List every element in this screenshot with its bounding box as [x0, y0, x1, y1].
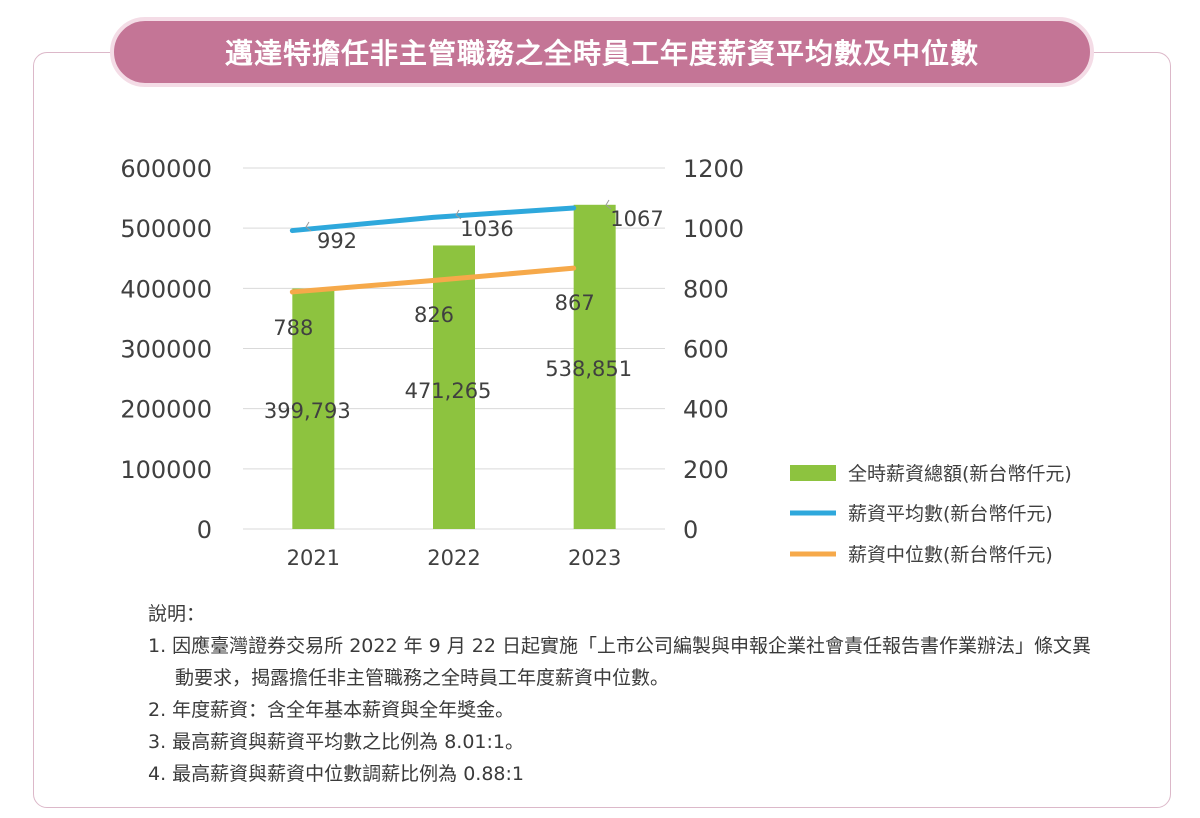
salary-chart: 0 100000 200000 300000 400000 500000 600000 0 20…	[120, 155, 1072, 570]
average-data-label: 992	[317, 229, 357, 253]
right-axis-tick-label: 800	[683, 275, 729, 303]
notes-section: 說明： 1. 因應臺灣證券交易所 2022 年 9 月 22 日起實施「上市公司…	[148, 598, 1095, 790]
left-axis-tick-label: 300000	[120, 336, 212, 364]
median-data-label: 826	[414, 303, 454, 327]
bar-salary-total	[433, 245, 475, 529]
right-axis-tick-label: 0	[683, 516, 698, 544]
average-data-label: 1036	[460, 217, 513, 241]
note-item-2: 2. 年度薪資：含全年基本薪資與全年獎金。	[148, 699, 515, 721]
right-axis-tick-label: 1000	[683, 215, 744, 243]
bar-salary-total	[292, 288, 335, 529]
left-axis-tick-label: 500000	[120, 215, 212, 243]
label-leader-line	[305, 221, 312, 232]
legend-item-salary-average-label: 薪資平均數(新台幣仟元)	[848, 503, 1053, 525]
average-data-label: 1067	[610, 207, 663, 231]
left-axis-tick-label: 0	[197, 516, 212, 544]
note-item-1: 1. 因應臺灣證券交易所 2022 年 9 月 22 日起實施「上市公司編製與申…	[148, 635, 1092, 689]
median-data-label: 788	[273, 316, 313, 340]
page-title: 邁達特擔任非主管職務之全時員工年度薪資平均數及中位數	[110, 17, 1094, 87]
legend-item-salary-median-label: 薪資中位數(新台幣仟元)	[848, 544, 1053, 566]
legend-item-salary-total-label: 全時薪資總額(新台幣仟元)	[848, 463, 1072, 485]
right-axis-tick-label: 600	[683, 336, 729, 364]
bar-data-label: 538,851	[545, 357, 632, 381]
median-data-label: 867	[555, 291, 595, 315]
right-axis-tick-label: 400	[683, 396, 729, 424]
x-axis-tick-label: 2022	[427, 546, 480, 570]
right-axis-tick-label: 1200	[683, 155, 744, 183]
x-axis-tick-label: 2021	[287, 546, 340, 570]
note-item-3: 3. 最高薪資與薪資平均數之比例為 8.01:1。	[148, 731, 525, 753]
left-axis-tick-label: 400000	[120, 275, 212, 303]
right-axis-tick-label: 200	[683, 456, 729, 484]
label-leader-line	[605, 199, 612, 210]
left-axis-tick-label: 100000	[120, 456, 212, 484]
legend-item-salary-total-swatch	[790, 465, 836, 481]
line-salary-average	[289, 205, 577, 234]
line-salary-median	[289, 265, 577, 295]
note-item-4: 4. 最高薪資與薪資中位數調薪比例為 0.88:1	[148, 763, 525, 785]
left-axis-tick-label: 200000	[120, 396, 212, 424]
label-leader-line	[455, 209, 462, 220]
x-axis-tick-label: 2023	[568, 546, 621, 570]
bar-salary-total	[573, 204, 616, 529]
bar-data-label: 399,793	[264, 399, 351, 423]
notes-heading: 說明：	[148, 603, 206, 625]
left-axis-tick-label: 600000	[120, 155, 212, 183]
bar-data-label: 471,265	[405, 379, 492, 403]
